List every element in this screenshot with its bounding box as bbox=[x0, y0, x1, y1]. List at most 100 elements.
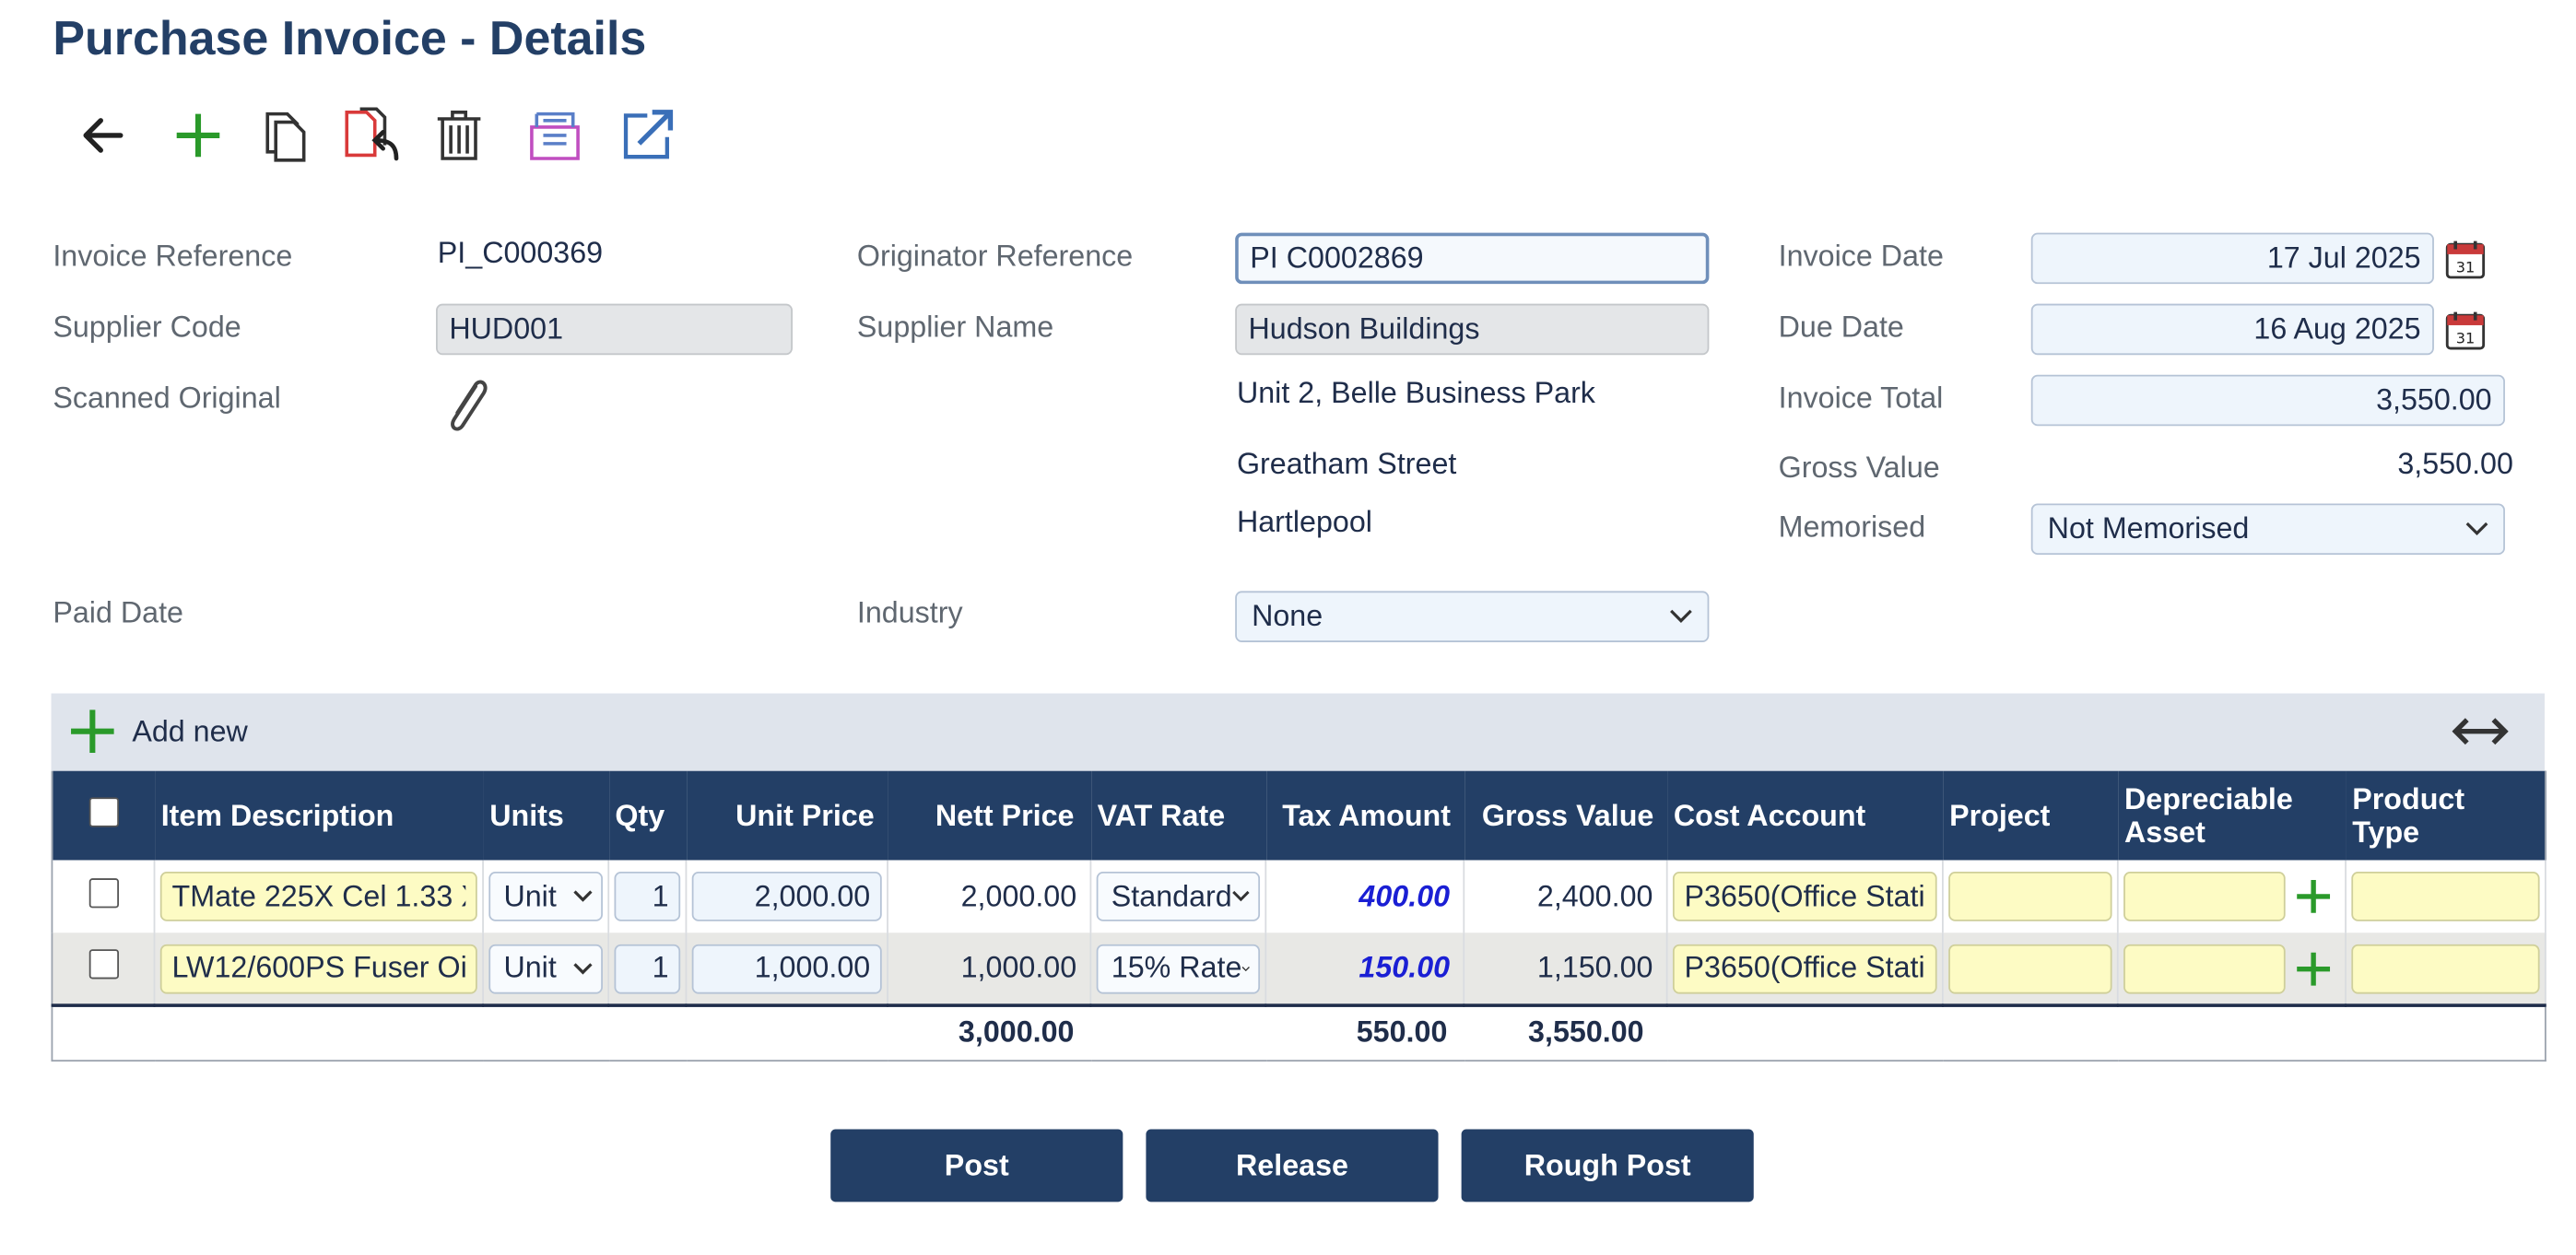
invoice-total-field[interactable] bbox=[2030, 374, 2505, 427]
memorised-select[interactable]: Not Memorised bbox=[2030, 503, 2505, 556]
unit-price-input[interactable] bbox=[691, 943, 882, 993]
gross-value-value: 3,550.00 bbox=[2397, 447, 2513, 481]
archive-icon[interactable] bbox=[519, 100, 592, 172]
page-title: Purchase Invoice - Details bbox=[53, 13, 647, 66]
copy-icon[interactable] bbox=[248, 100, 321, 172]
supplier-code-field[interactable] bbox=[436, 303, 794, 356]
column-header-unit-price[interactable]: Unit Price bbox=[735, 799, 875, 833]
paid-date-label: Paid Date bbox=[53, 595, 183, 629]
back-icon[interactable] bbox=[66, 100, 139, 172]
row-checkbox[interactable] bbox=[88, 949, 119, 979]
column-header-gross-value[interactable]: Gross Value bbox=[1481, 799, 1654, 833]
qty-input[interactable] bbox=[614, 872, 681, 921]
units-select[interactable]: Unit bbox=[488, 943, 603, 993]
due-date-field[interactable] bbox=[2030, 303, 2434, 356]
add-new-label: Add new bbox=[132, 713, 248, 747]
release-button[interactable]: Release bbox=[1146, 1129, 1439, 1202]
add-icon[interactable] bbox=[2295, 878, 2331, 914]
units-value: Unit bbox=[503, 879, 557, 912]
column-header-qty[interactable]: Qty bbox=[615, 799, 665, 833]
chevron-down-icon bbox=[1670, 609, 1692, 623]
column-header-product-type[interactable]: Product Type bbox=[2346, 771, 2546, 861]
add-icon bbox=[71, 710, 114, 754]
column-header-cost-account[interactable]: Cost Account bbox=[1673, 799, 1866, 833]
project-input[interactable] bbox=[1948, 943, 2112, 993]
svg-text:31: 31 bbox=[2456, 259, 2476, 276]
cost-account-input[interactable] bbox=[1672, 872, 1937, 921]
column-header-project[interactable]: Project bbox=[1949, 799, 2051, 833]
open-external-icon[interactable] bbox=[611, 100, 684, 172]
totals-row: 3,000.00 550.00 3,550.00 bbox=[52, 1005, 2546, 1060]
add-icon[interactable] bbox=[2295, 950, 2331, 986]
copy-reverse-icon[interactable] bbox=[335, 100, 408, 172]
row-checkbox[interactable] bbox=[88, 877, 119, 908]
address-line-1: Unit 2, Belle Business Park bbox=[1236, 376, 1595, 410]
due-date-label: Due Date bbox=[1778, 310, 1904, 344]
column-header-nett-price[interactable]: Nett Price bbox=[935, 799, 1075, 833]
table-row: Unit 2,000.00 Standard 400.00 2,400.00 bbox=[52, 860, 2547, 933]
gross-value-cell: 1,150.00 bbox=[1464, 932, 1668, 1006]
industry-value: None bbox=[1252, 599, 1323, 633]
invoice-date-field[interactable] bbox=[2030, 232, 2434, 285]
address-line-3: Hartlepool bbox=[1236, 505, 1372, 539]
industry-select[interactable]: None bbox=[1235, 591, 1710, 642]
rough-post-button[interactable]: Rough Post bbox=[1461, 1129, 1754, 1202]
vat-rate-select[interactable]: 15% Rate bbox=[1096, 943, 1261, 993]
calendar-icon[interactable]: 31 bbox=[2444, 238, 2488, 281]
item-description-input[interactable] bbox=[159, 943, 477, 993]
cost-account-input[interactable] bbox=[1672, 943, 1937, 993]
post-button[interactable]: Post bbox=[830, 1129, 1123, 1202]
select-all-checkbox[interactable] bbox=[88, 797, 119, 827]
column-header-vat-rate[interactable]: VAT Rate bbox=[1097, 799, 1226, 833]
gross-value-label: Gross Value bbox=[1778, 451, 1940, 484]
originator-reference-field[interactable] bbox=[1235, 232, 1710, 285]
column-header-item-description[interactable]: Item Description bbox=[160, 799, 394, 833]
depreciable-asset-input[interactable] bbox=[2123, 872, 2286, 921]
originator-reference-label: Originator Reference bbox=[856, 239, 1134, 273]
chevron-down-icon bbox=[1232, 890, 1250, 902]
depreciable-line-1: Depreciable bbox=[2123, 782, 2293, 816]
chevron-down-icon bbox=[573, 962, 593, 974]
vat-rate-value: Standard bbox=[1111, 879, 1232, 912]
total-tax-amount: 550.00 bbox=[1356, 1015, 1448, 1050]
invoice-total-label: Invoice Total bbox=[1778, 381, 1944, 415]
product-type-line-2: Type bbox=[2352, 815, 2420, 849]
total-nett-price: 3,000.00 bbox=[958, 1015, 1075, 1050]
invoice-reference-value: PI_C000369 bbox=[437, 236, 604, 270]
column-header-tax-amount[interactable]: Tax Amount bbox=[1282, 799, 1451, 833]
project-input[interactable] bbox=[1948, 872, 2112, 921]
product-type-line-1: Product bbox=[2352, 782, 2465, 816]
chevron-down-icon bbox=[573, 890, 593, 902]
tax-amount-cell[interactable]: 150.00 bbox=[1265, 932, 1465, 1006]
calendar-icon[interactable]: 31 bbox=[2444, 309, 2488, 352]
tax-amount-cell[interactable]: 400.00 bbox=[1265, 860, 1465, 933]
industry-label: Industry bbox=[856, 595, 963, 629]
svg-text:31: 31 bbox=[2456, 330, 2476, 347]
vat-rate-select[interactable]: Standard bbox=[1096, 872, 1261, 921]
product-type-input[interactable] bbox=[2351, 872, 2540, 921]
total-gross-value: 3,550.00 bbox=[1528, 1015, 1644, 1050]
invoice-date-label: Invoice Date bbox=[1778, 239, 1944, 273]
product-type-input[interactable] bbox=[2351, 943, 2540, 993]
supplier-name-label: Supplier Name bbox=[856, 310, 1054, 344]
add-icon[interactable] bbox=[162, 100, 235, 172]
grid-toolbar: Add new bbox=[51, 693, 2545, 771]
supplier-name-field[interactable] bbox=[1235, 303, 1710, 356]
address-line-2: Greatham Street bbox=[1236, 447, 1457, 481]
expand-width-icon[interactable] bbox=[2452, 715, 2509, 748]
depreciable-asset-input[interactable] bbox=[2123, 943, 2286, 993]
column-header-depreciable-asset[interactable]: Depreciable Asset bbox=[2118, 771, 2346, 861]
paperclip-icon[interactable] bbox=[440, 373, 496, 444]
depreciable-line-2: Asset bbox=[2123, 815, 2205, 849]
nett-price-cell: 2,000.00 bbox=[888, 860, 1092, 933]
qty-input[interactable] bbox=[614, 943, 681, 993]
invoice-lines-table: Item Description Units Qty Unit Price Ne… bbox=[51, 770, 2547, 1061]
units-value: Unit bbox=[503, 951, 557, 984]
units-select[interactable]: Unit bbox=[488, 872, 603, 921]
unit-price-input[interactable] bbox=[691, 872, 882, 921]
item-description-input[interactable] bbox=[159, 872, 477, 921]
add-new-button[interactable]: Add new bbox=[69, 709, 248, 755]
column-header-units[interactable]: Units bbox=[489, 799, 564, 833]
delete-icon[interactable] bbox=[423, 100, 496, 172]
